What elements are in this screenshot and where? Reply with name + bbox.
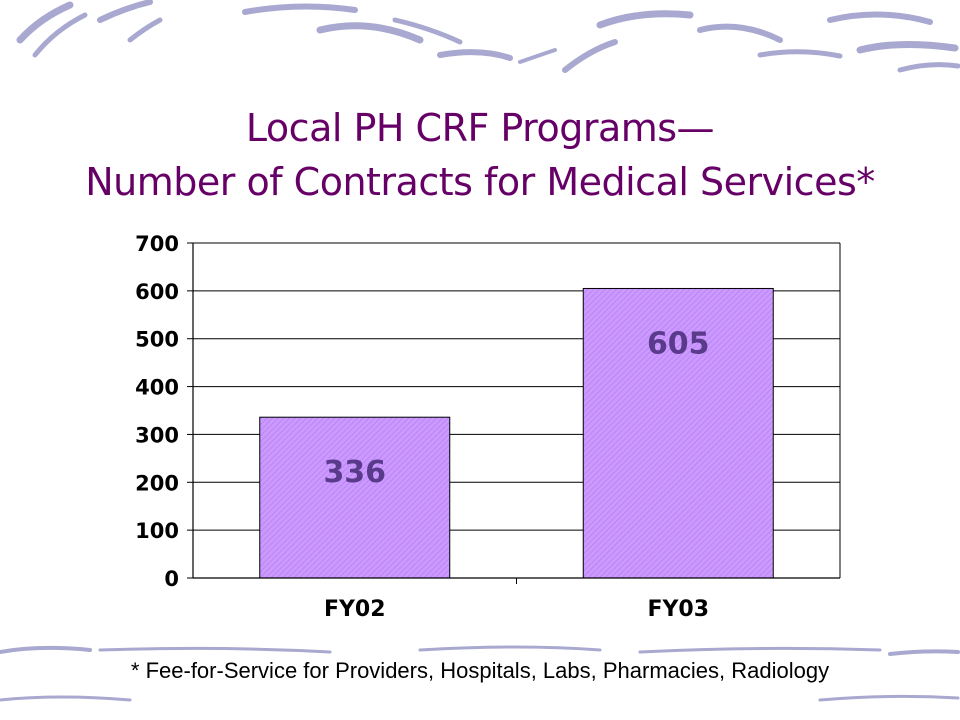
y-tick-label: 500 bbox=[135, 328, 179, 352]
y-tick-label: 400 bbox=[135, 376, 179, 400]
bar-fy02 bbox=[259, 416, 451, 579]
chart-axes: 0 100 200 300 400 500 600 700 bbox=[135, 232, 841, 591]
y-tick-label: 0 bbox=[164, 567, 179, 591]
slide-title-line-1: Local PH CRF Programs— bbox=[245, 106, 715, 150]
y-tick-label: 300 bbox=[135, 423, 179, 447]
y-tick-label: 200 bbox=[135, 471, 179, 495]
x-tick-label: FY03 bbox=[647, 597, 709, 622]
bar-fy03 bbox=[582, 287, 774, 579]
data-label: 336 bbox=[323, 455, 386, 490]
data-label: 605 bbox=[647, 326, 710, 361]
chart-bars bbox=[259, 287, 774, 579]
x-tick-label: FY02 bbox=[324, 597, 386, 622]
y-tick-label: 600 bbox=[135, 280, 179, 304]
footnote: * Fee-for-Service for Providers, Hospita… bbox=[130, 658, 830, 683]
y-tick-label: 100 bbox=[135, 519, 179, 543]
y-tick-label: 700 bbox=[135, 232, 179, 256]
slide-title-line-2: Number of Contracts for Medical Services… bbox=[85, 160, 875, 204]
chart-labels: 336 FY02 605 FY03 bbox=[323, 326, 709, 622]
